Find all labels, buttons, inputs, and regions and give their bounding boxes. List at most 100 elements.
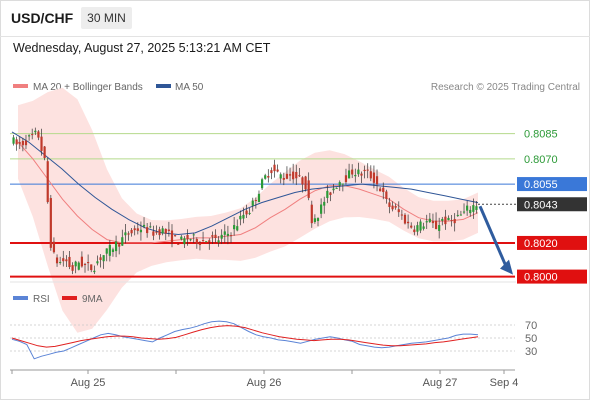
candle-body bbox=[223, 231, 226, 235]
candle-body bbox=[139, 229, 143, 233]
candlesticks bbox=[12, 127, 478, 275]
candle-body bbox=[192, 234, 195, 236]
candle-body bbox=[326, 190, 329, 199]
candle-body bbox=[313, 218, 316, 223]
candle-body bbox=[80, 256, 83, 267]
level-box-0.8020 bbox=[517, 235, 587, 250]
candle-body bbox=[233, 225, 236, 230]
candle-body bbox=[229, 235, 233, 237]
candle-body bbox=[341, 183, 344, 185]
candle-body bbox=[382, 187, 385, 193]
candle-body bbox=[214, 234, 217, 238]
rsi-tick-30: 30 bbox=[525, 346, 537, 358]
candle-body bbox=[43, 146, 46, 159]
candle-body bbox=[354, 174, 357, 177]
candle-body bbox=[394, 206, 397, 208]
candle-body bbox=[469, 209, 472, 214]
candle-body bbox=[475, 206, 478, 210]
candle-body bbox=[59, 261, 62, 263]
candle-body bbox=[279, 174, 282, 179]
candle-body bbox=[49, 198, 52, 248]
candle-body bbox=[462, 211, 466, 213]
rsi-ma-legend-label: 9MA bbox=[82, 294, 103, 305]
candle-body bbox=[52, 241, 56, 253]
candle-body bbox=[18, 142, 21, 144]
candle-body bbox=[189, 239, 192, 241]
candle-body bbox=[130, 229, 133, 234]
candle-body bbox=[164, 228, 167, 234]
rsi-tick-70: 70 bbox=[525, 320, 537, 332]
candle-body bbox=[21, 140, 24, 146]
ma50-line bbox=[11, 131, 479, 236]
candle-body bbox=[323, 201, 326, 206]
candle-body bbox=[332, 188, 335, 191]
candle-body bbox=[136, 228, 139, 231]
candle-body bbox=[410, 225, 413, 228]
candle-body bbox=[344, 175, 348, 183]
level-label-0.8000: 0.8000 bbox=[524, 272, 558, 284]
bollinger-band-fill bbox=[18, 87, 478, 333]
level-box-0.8055 bbox=[517, 177, 587, 192]
candle-body bbox=[37, 131, 40, 138]
timeframe-button[interactable]: 30 MIN bbox=[81, 7, 132, 29]
candle-body bbox=[366, 169, 369, 171]
candle-body bbox=[248, 212, 251, 214]
candle-body bbox=[304, 176, 307, 190]
candle-body bbox=[102, 255, 105, 262]
x-tick-label: Aug 25 bbox=[71, 377, 106, 389]
ma50-legend-label: MA 50 bbox=[175, 82, 204, 93]
candle-body bbox=[425, 221, 428, 223]
candle-body bbox=[105, 248, 108, 254]
candle-body bbox=[186, 234, 189, 240]
candle-body bbox=[68, 256, 71, 267]
candle-body bbox=[391, 205, 394, 210]
candle-body bbox=[118, 244, 121, 247]
candle-body bbox=[31, 134, 34, 136]
level-box-0.8043 bbox=[517, 197, 587, 212]
candle-body bbox=[385, 191, 388, 199]
candle-body bbox=[226, 233, 230, 236]
candle-body bbox=[239, 215, 242, 220]
rsi-legend-swatch bbox=[13, 296, 28, 300]
chart-header: USD/CHF 30 MIN bbox=[0, 0, 590, 37]
candle-body bbox=[298, 175, 301, 177]
candle-body bbox=[183, 238, 186, 245]
candle-body bbox=[111, 249, 115, 252]
candle-body bbox=[270, 170, 273, 174]
x-tick-label: Aug 26 bbox=[247, 377, 282, 389]
candle-body bbox=[167, 229, 170, 231]
candle-body bbox=[357, 169, 360, 175]
bollinger-bands bbox=[18, 87, 478, 333]
candle-body bbox=[211, 235, 214, 237]
price-levels bbox=[10, 133, 516, 278]
candle-body bbox=[124, 232, 127, 236]
forecast-arrow-line bbox=[478, 205, 509, 270]
candle-body bbox=[388, 202, 391, 207]
candle-body bbox=[15, 139, 18, 145]
ma20-legend-label: MA 20 + Bollinger Bands bbox=[33, 82, 143, 93]
ma20-legend-swatch bbox=[13, 84, 28, 88]
candle-body bbox=[149, 226, 152, 228]
candle-body bbox=[217, 240, 220, 243]
candle-body bbox=[87, 262, 90, 264]
forecast-arrow bbox=[478, 205, 513, 275]
symbol-label: USD/CHF bbox=[11, 10, 74, 26]
x-axis: Aug 25 Aug 26 Aug 27 Sep 4 bbox=[10, 369, 518, 389]
candle-body bbox=[444, 216, 447, 225]
candle-body bbox=[441, 218, 444, 221]
candle-body bbox=[403, 214, 407, 224]
candle-body bbox=[74, 261, 77, 267]
candle-body bbox=[434, 220, 438, 230]
moving-averages bbox=[11, 131, 479, 244]
candle-body bbox=[46, 161, 49, 203]
candle-body bbox=[428, 218, 431, 223]
credit-text: Research © 2025 Trading Central bbox=[431, 82, 580, 93]
candle-body bbox=[195, 239, 198, 244]
candle-body bbox=[292, 171, 295, 180]
candle-body bbox=[93, 270, 96, 273]
candle-body bbox=[142, 224, 146, 227]
candle-body bbox=[372, 172, 376, 183]
candle-body bbox=[267, 175, 270, 178]
